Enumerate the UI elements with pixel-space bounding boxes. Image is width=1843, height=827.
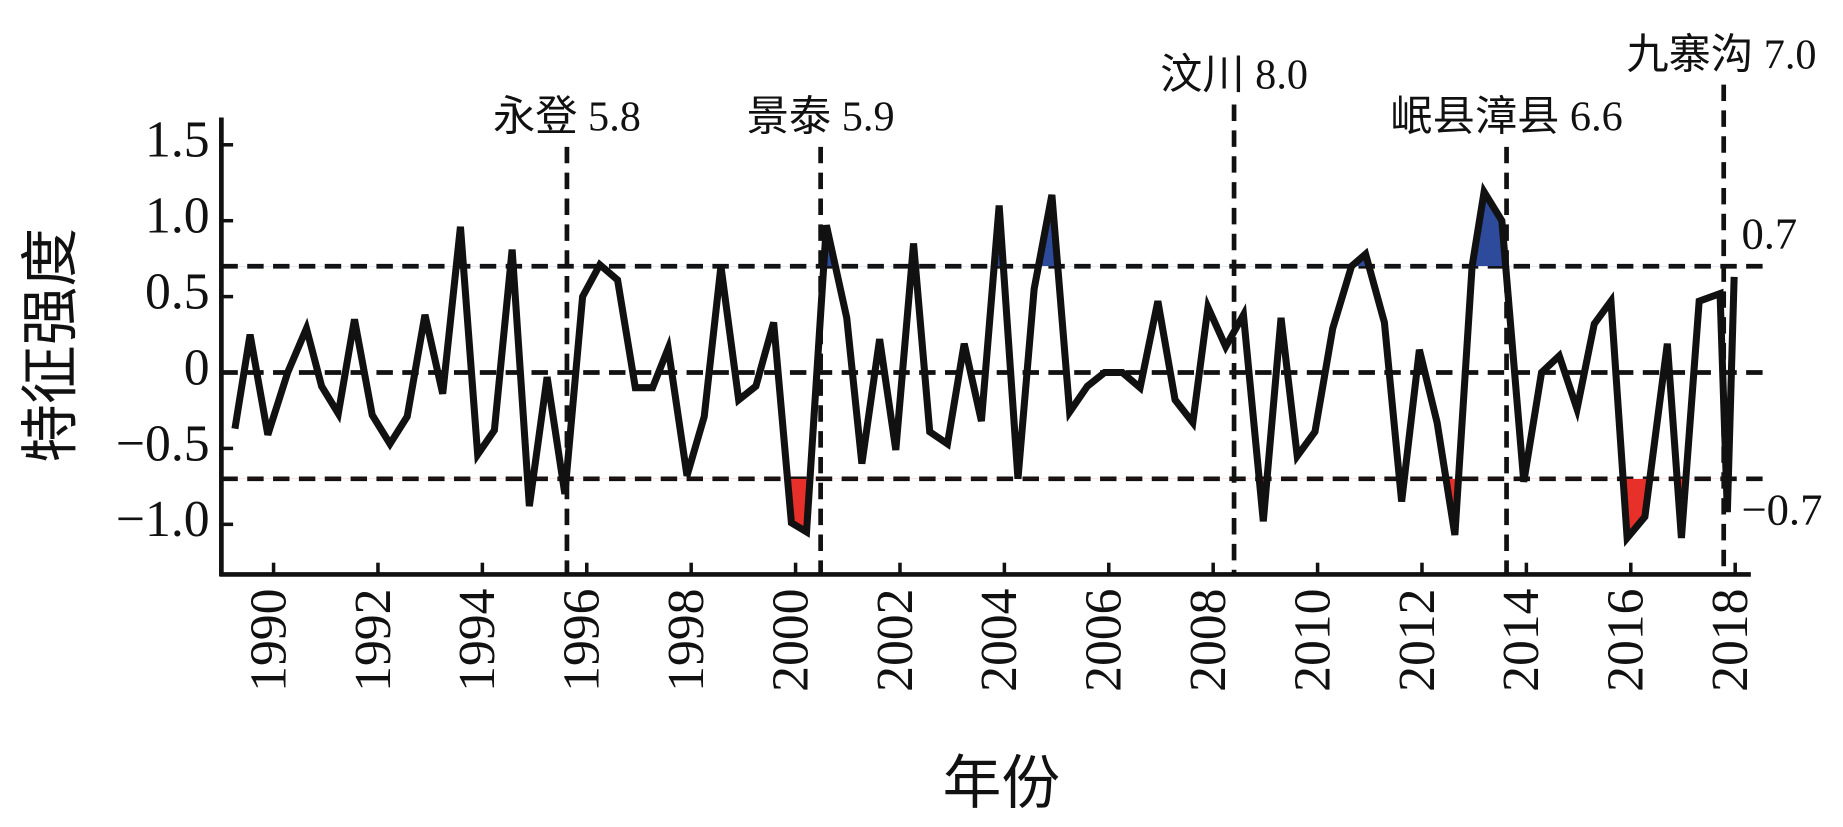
y-tick-label: 0.5 bbox=[145, 263, 210, 320]
y-tick-label: 1.5 bbox=[145, 112, 210, 169]
x-tick-label: 2018 bbox=[1702, 589, 1759, 692]
x-tick-label: 2012 bbox=[1389, 589, 1446, 692]
x-tick-label: 2006 bbox=[1076, 589, 1133, 692]
x-tick-label: 1990 bbox=[240, 589, 297, 692]
x-tick-label: 1996 bbox=[554, 589, 611, 692]
reference-label: −0.7 bbox=[1741, 484, 1822, 534]
x-tick-label: 2002 bbox=[867, 589, 924, 692]
x-tick-label: 1992 bbox=[345, 589, 402, 692]
x-tick-label: 2004 bbox=[971, 588, 1028, 692]
x-tick-label: 2000 bbox=[762, 589, 819, 692]
event-label: 九寨沟 7.0 bbox=[1626, 31, 1816, 78]
event-label: 岷县漳县 6.6 bbox=[1390, 94, 1622, 141]
y-tick-label: 1.0 bbox=[145, 188, 210, 245]
x-tick-label: 2010 bbox=[1284, 589, 1341, 692]
event-label: 永登 5.8 bbox=[493, 94, 641, 141]
y-tick-label: −0.5 bbox=[116, 415, 210, 472]
x-tick-label: 2016 bbox=[1598, 589, 1655, 692]
x-tick-label: 2014 bbox=[1493, 588, 1550, 692]
x-axis-label: 年份 bbox=[943, 751, 1060, 816]
y-axis-label: 特征强度 bbox=[18, 228, 83, 463]
y-tick-label: 0 bbox=[184, 339, 210, 396]
x-tick-label: 1998 bbox=[658, 589, 715, 692]
y-tick-label: −1.0 bbox=[116, 491, 210, 548]
x-tick-label: 2008 bbox=[1180, 589, 1237, 692]
x-tick-label: 1994 bbox=[449, 588, 506, 692]
series-line bbox=[231, 181, 1738, 547]
reference-label: 0.7 bbox=[1741, 208, 1797, 258]
event-label: 景泰 5.9 bbox=[747, 94, 895, 141]
event-label: 汶川 8.0 bbox=[1160, 51, 1308, 98]
